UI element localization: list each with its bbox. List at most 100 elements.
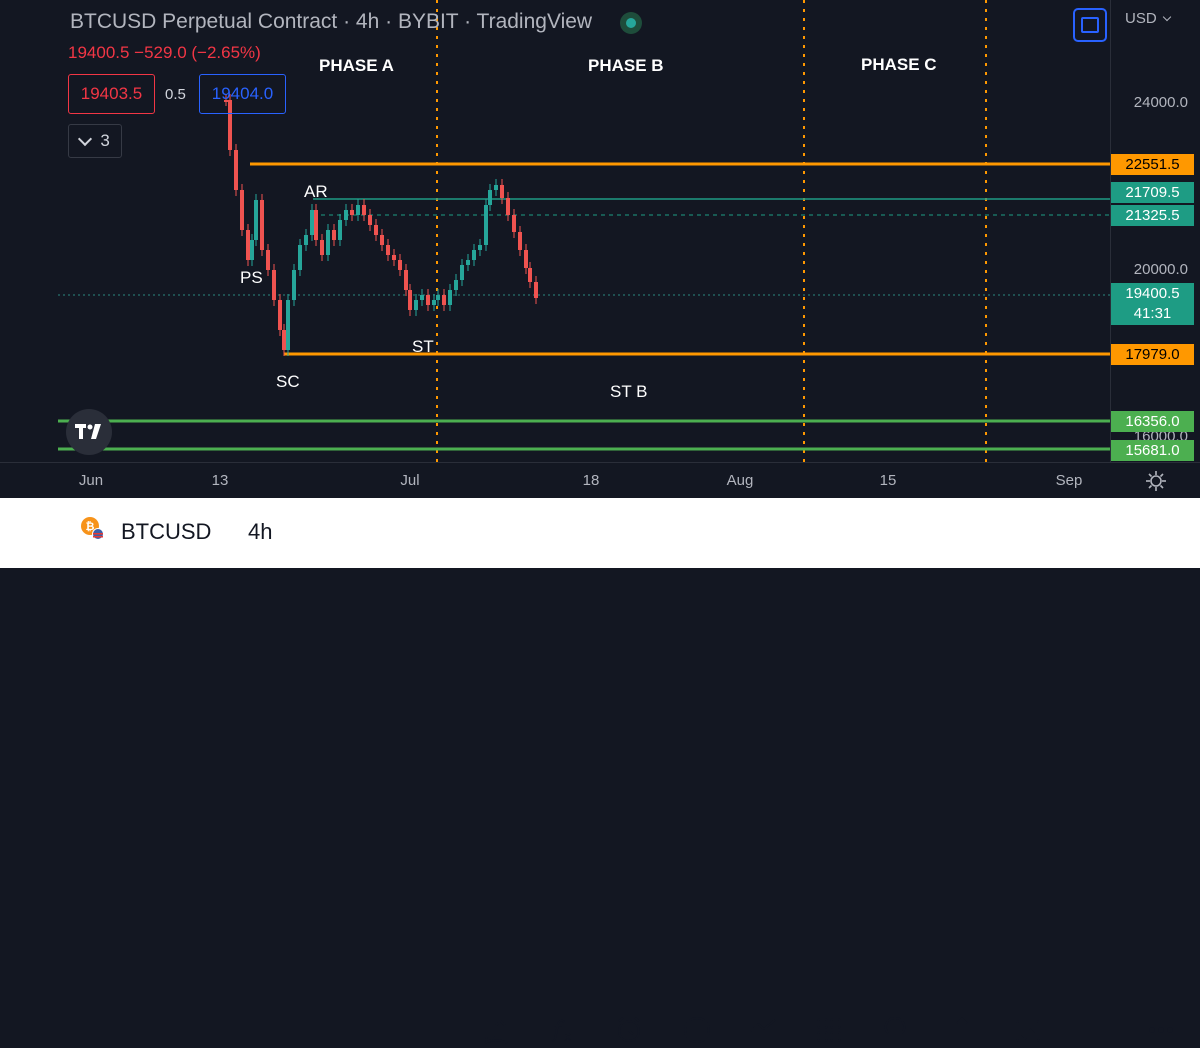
chevron-down-icon	[1162, 12, 1172, 22]
chevron-down-icon	[78, 131, 93, 147]
candle-body	[442, 295, 446, 305]
candle-body	[380, 235, 384, 245]
badge-label: 21709.5	[1125, 184, 1180, 201]
candle-body	[304, 235, 308, 245]
candle-body	[272, 270, 276, 300]
time-scale[interactable]	[0, 462, 1200, 498]
candle-body	[436, 295, 440, 300]
time-tick-13: 13	[211, 472, 229, 489]
chart-style-icon[interactable]	[745, 1012, 781, 1048]
candle-body	[282, 330, 286, 350]
currency-label: USD	[1125, 10, 1157, 27]
candle-body	[234, 150, 238, 190]
candle-body	[426, 295, 430, 305]
candle-body	[344, 210, 348, 220]
candle-body	[472, 250, 476, 260]
candle-body	[310, 210, 314, 235]
annotation-sc: SC	[276, 372, 300, 391]
ideas-lightbulb-icon[interactable]	[877, 1012, 913, 1048]
price-badge-22551: 22551.5	[1111, 154, 1194, 175]
time-tick-aug: Aug	[726, 472, 754, 489]
bottom-toolbar: ₿ BTCUSD 4h f x	[0, 498, 1200, 1045]
drawing-tools-icon[interactable]	[478, 1012, 514, 1048]
candle-body	[368, 215, 372, 225]
svg-text:f: f	[551, 1018, 565, 1043]
candle-body	[298, 245, 302, 270]
price-badge-15681: 15681.0	[1111, 440, 1194, 461]
replay-calendar-icon[interactable]	[1010, 1012, 1046, 1048]
indicators-fx-icon[interactable]: f x	[546, 1012, 582, 1048]
spread-value: 0.5	[165, 86, 186, 103]
candle-body	[518, 232, 522, 250]
candle-body	[528, 268, 532, 282]
interval-selector[interactable]: 4h	[248, 519, 273, 544]
candle-body	[246, 230, 250, 260]
settings-gear-icon[interactable]	[1145, 470, 1167, 492]
candle-body	[454, 280, 458, 290]
candle-body	[506, 198, 510, 215]
price-tick-24000: 24000.0	[1133, 94, 1188, 111]
candle-body	[362, 205, 366, 215]
price-scale[interactable]: USD 24000.0 20000.0 16000.0	[1110, 0, 1200, 462]
candle-body	[392, 255, 396, 260]
candle-body	[408, 290, 412, 310]
last-price-badge: 19400.5 41:31	[1111, 283, 1194, 325]
phase-c-label: PHASE C	[861, 55, 937, 74]
tradingview-logo[interactable]	[66, 409, 112, 455]
candle-body	[286, 300, 290, 350]
svg-text:₿: ₿	[86, 520, 95, 533]
fullscreen-button[interactable]	[1073, 8, 1107, 42]
candle-body	[320, 240, 324, 255]
annotation-st-b: ST B	[610, 382, 648, 401]
candle-body	[240, 190, 244, 230]
candle-body	[524, 250, 528, 268]
candlestick-series	[224, 94, 538, 356]
sell-button[interactable]: 19403.5	[68, 74, 155, 114]
candle-body	[500, 185, 504, 198]
candle-body	[266, 250, 270, 270]
add-icon[interactable]	[679, 1012, 715, 1048]
currency-selector[interactable]: USD	[1125, 10, 1172, 27]
time-tick-jul: Jul	[400, 472, 420, 489]
candle-body	[494, 185, 498, 190]
price-badge-16356: 16356.0	[1111, 411, 1194, 432]
chart-title: BTCUSD Perpetual Contract · 4h · BYBIT ·…	[70, 10, 593, 33]
candle-body	[448, 290, 452, 305]
price-tick-20000: 20000.0	[1133, 261, 1188, 278]
buy-button[interactable]: 19404.0	[199, 74, 286, 114]
candle-body	[420, 295, 424, 300]
market-open-indicator	[620, 12, 642, 34]
alert-clock-icon[interactable]	[612, 1012, 648, 1048]
price-badge-17979: 17979.0	[1111, 344, 1194, 365]
share-icon[interactable]	[944, 1012, 980, 1048]
phase-a-label: PHASE A	[319, 56, 394, 75]
candle-body	[350, 210, 354, 215]
last-quote: 19400.5 −529.0 (−2.65%)	[68, 43, 261, 62]
candle-body	[338, 220, 342, 240]
svg-text:x: x	[564, 1030, 572, 1045]
fullscreen-icon	[1081, 17, 1099, 33]
candle-body	[278, 300, 282, 330]
candle-body	[414, 300, 418, 310]
candle-body	[332, 230, 336, 240]
candle-body	[398, 260, 402, 270]
chart-canvas[interactable]: PHASE A PHASE B PHASE C PS SC AR ST ST B	[58, 0, 1110, 462]
candle-body	[356, 205, 360, 215]
layout-grid-icon[interactable]	[811, 1012, 847, 1048]
time-tick-18: 18	[582, 472, 600, 489]
candle-body	[224, 100, 228, 102]
indicators-toggle[interactable]: 3	[68, 124, 122, 158]
time-tick-sep: Sep	[1055, 472, 1083, 489]
badge-label: 21325.5	[1125, 207, 1180, 224]
badge-label: 17979.0	[1125, 346, 1180, 363]
annotation-ar: AR	[304, 182, 328, 201]
candle-body	[488, 190, 492, 205]
candle-body	[478, 245, 482, 250]
symbol-selector[interactable]: BTCUSD	[121, 519, 212, 544]
price-badge-21325: 21325.5	[1111, 205, 1194, 226]
candle-body	[314, 210, 318, 240]
time-tick-jun: Jun	[78, 472, 104, 489]
chart-svg	[58, 0, 1110, 462]
more-menu-icon[interactable]	[1143, 1012, 1179, 1048]
trading-panel-icon[interactable]	[1076, 1012, 1112, 1048]
